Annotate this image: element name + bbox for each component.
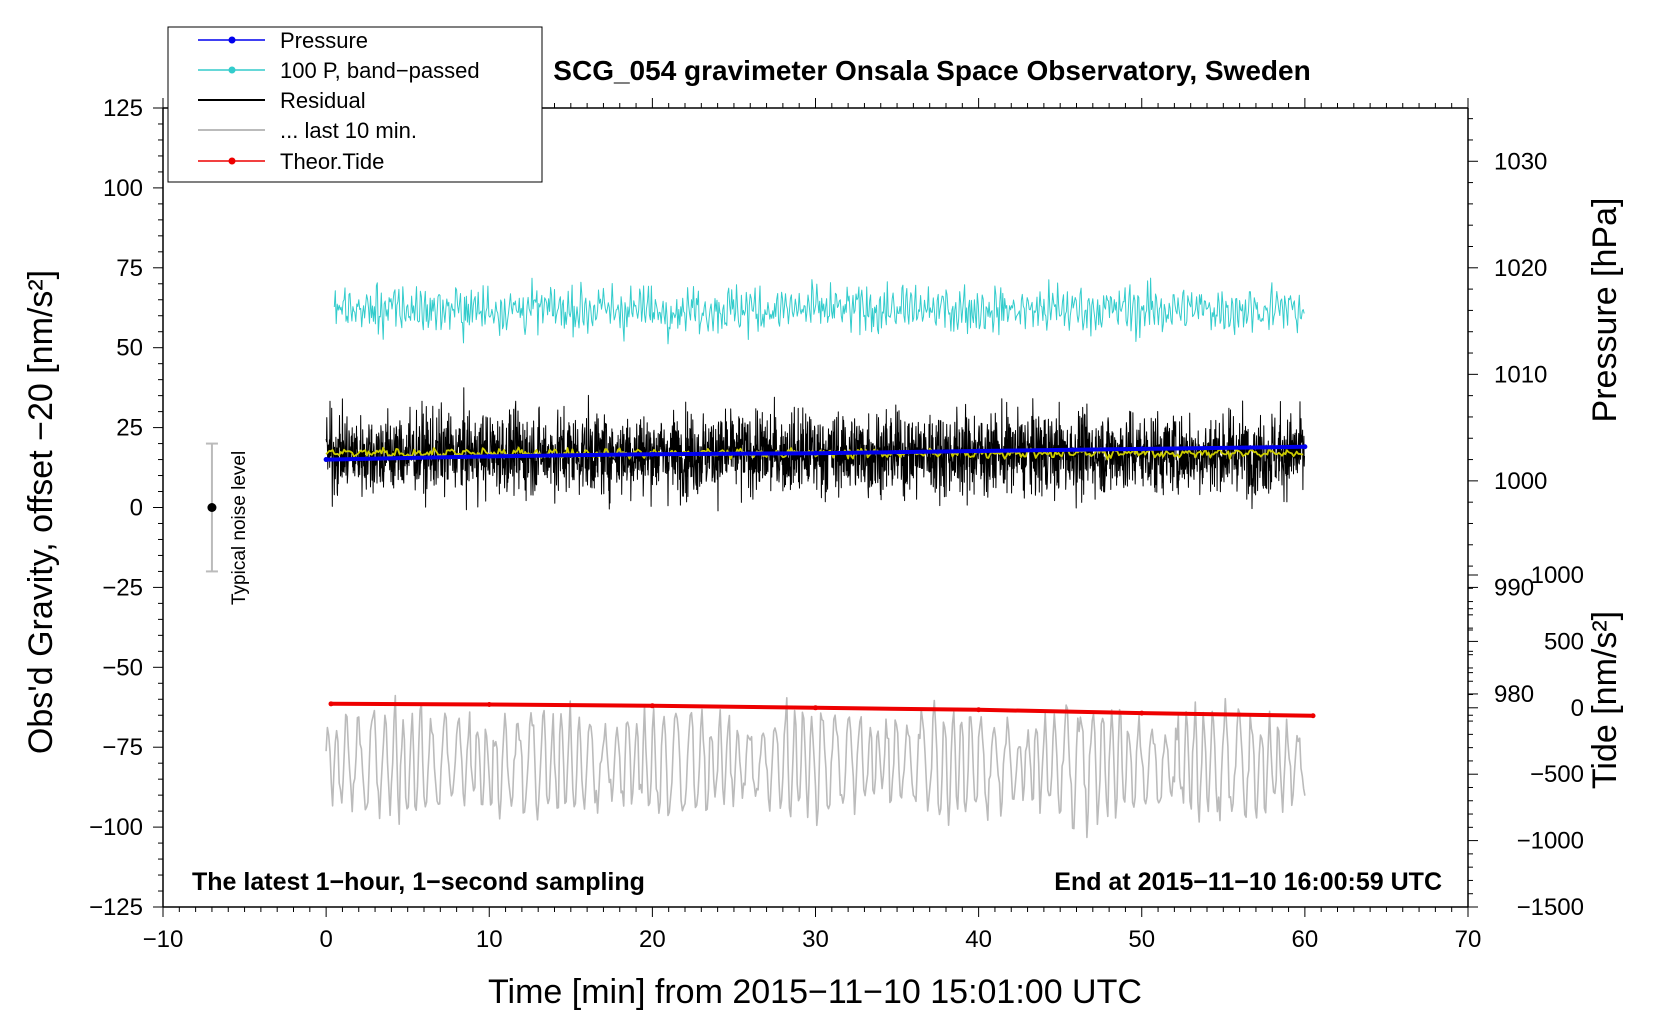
pressure-point xyxy=(323,457,329,463)
y-tick-label: −75 xyxy=(102,734,143,761)
y-axis-title: Obs'd Gravity, offset −20 [nm/s²] xyxy=(22,270,60,754)
y-tick-label: −125 xyxy=(89,894,143,921)
legend-marker-pressure xyxy=(228,36,236,44)
tide-point xyxy=(486,701,492,707)
pressure-point xyxy=(1302,444,1308,450)
tide-tick-label: 500 xyxy=(1544,628,1584,655)
noise-level-label: Typical noise level xyxy=(229,451,250,605)
x-tick-label: 50 xyxy=(1128,926,1155,953)
series-residual xyxy=(325,387,1305,512)
pressure-point xyxy=(813,450,818,456)
x-tick-label: 40 xyxy=(965,926,992,953)
series-last-10-min xyxy=(325,694,1306,839)
series-band-passed xyxy=(333,277,1305,345)
pressure-point xyxy=(486,453,492,459)
axes-layer: −10 0 10 20 30 40 50 60 701251007550250−25−50−75… xyxy=(89,95,1584,953)
sampling-annotation: The latest 1−hour, 1−second sampling xyxy=(192,868,645,896)
y-tick-label: 0 xyxy=(130,495,143,522)
pressure-point xyxy=(649,451,655,457)
end-time-annotation: End at 2015−11−10 16:00:59 UTC xyxy=(1054,868,1442,896)
tide-tick-label: 1000 xyxy=(1531,562,1584,589)
pressure-tick-label: 1030 xyxy=(1494,148,1547,175)
pressure-tick-label: 1000 xyxy=(1494,468,1547,495)
pressure-tick-label: 990 xyxy=(1494,574,1534,601)
pressure-axis-title: Pressure [hPa] xyxy=(1586,198,1624,423)
tide-tick-label: −1500 xyxy=(1517,894,1584,921)
tide-tick-label: −500 xyxy=(1530,761,1584,788)
noise-bar-center xyxy=(207,503,217,512)
legend-label-last-10-min: ... last 10 min. xyxy=(280,118,417,143)
pressure-tick-label: 1010 xyxy=(1494,361,1547,388)
pressure-point xyxy=(1139,446,1145,452)
legend-label-pressure: Pressure xyxy=(280,28,368,53)
y-tick-label: 25 xyxy=(116,415,143,442)
tide-point xyxy=(1310,713,1316,719)
legend-label-theor-tide: Theor.Tide xyxy=(280,149,384,174)
legend-label-residual: Residual xyxy=(280,88,366,113)
tide-point xyxy=(976,707,982,713)
tide-axis-title: Tide [nm/s²] xyxy=(1586,611,1624,789)
y-tick-label: 100 xyxy=(103,175,143,202)
legend: Pressure 100 P, band−passed Residual ...… xyxy=(167,26,543,183)
x-tick-label: 30 xyxy=(802,926,829,953)
legend-marker-theor-tide xyxy=(228,157,236,165)
legend-marker-band-passed xyxy=(228,66,236,74)
legend-label-band-passed: 100 P, band−passed xyxy=(280,58,480,83)
y-tick-label: −50 xyxy=(102,654,143,681)
y-tick-label: 75 xyxy=(116,255,143,282)
chart-title: SCG_054 gravimeter Onsala Space Observat… xyxy=(553,55,1310,86)
x-tick-label: 70 xyxy=(1455,926,1482,953)
tide-tick-label: 0 xyxy=(1571,695,1584,722)
x-tick-label: 20 xyxy=(639,926,666,953)
pressure-point xyxy=(976,448,982,454)
x-tick-label: 60 xyxy=(1292,926,1319,953)
y-tick-label: 125 xyxy=(103,95,143,122)
tide-point xyxy=(649,703,655,709)
x-tick-label: 10 xyxy=(476,926,503,953)
tide-point xyxy=(328,701,334,707)
y-tick-label: −100 xyxy=(89,814,143,841)
pressure-tick-label: 1020 xyxy=(1494,255,1547,282)
y-tick-label: 50 xyxy=(116,335,143,362)
y-tick-label: −25 xyxy=(102,574,143,601)
series-layer xyxy=(323,277,1316,839)
tide-point xyxy=(813,705,818,711)
tide-point xyxy=(1139,710,1145,716)
pressure-tick-label: 980 xyxy=(1494,681,1534,708)
tide-tick-label: −1000 xyxy=(1517,828,1584,855)
legend-box xyxy=(167,26,543,183)
x-tick-label: 0 xyxy=(319,926,332,953)
x-axis-title: Time [min] from 2015−11−10 15:01:00 UTC xyxy=(488,973,1142,1011)
x-tick-label: −10 xyxy=(143,926,184,953)
